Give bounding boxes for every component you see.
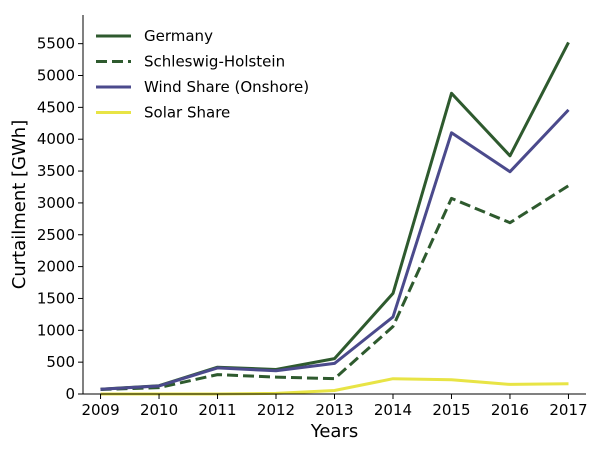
y-tick-label: 2500 bbox=[37, 226, 75, 244]
x-tick-label: 2012 bbox=[257, 401, 295, 419]
x-tick-label: 2014 bbox=[374, 401, 412, 419]
y-tick-label: 4500 bbox=[37, 98, 75, 116]
y-tick-label: 3000 bbox=[37, 194, 75, 212]
y-tick-label: 5000 bbox=[37, 67, 75, 85]
y-tick-label: 2000 bbox=[37, 258, 75, 276]
x-tick-label: 2009 bbox=[81, 401, 119, 419]
x-tick-label: 2017 bbox=[549, 401, 587, 419]
x-tick-label: 2016 bbox=[491, 401, 529, 419]
y-axis-title: Curtailment [GWh] bbox=[9, 120, 30, 289]
y-tick-label: 0 bbox=[65, 385, 75, 403]
legend-label-3: Solar Share bbox=[144, 104, 230, 122]
series-line-1 bbox=[100, 184, 570, 391]
series-line-2 bbox=[100, 108, 570, 391]
x-tick-label: 2015 bbox=[432, 401, 470, 419]
legend: Germany Schleswig-Holstein Wind Share (Ons… bbox=[96, 27, 309, 122]
x-tick-label: 2013 bbox=[315, 401, 353, 419]
y-tick-label: 5500 bbox=[37, 35, 75, 53]
y-tick-label: 4000 bbox=[37, 130, 75, 148]
x-tick-label: 2011 bbox=[198, 401, 236, 419]
legend-label-0: Germany bbox=[144, 27, 213, 45]
x-axis-title: Years bbox=[310, 421, 359, 442]
legend-label-2: Wind Share (Onshore) bbox=[144, 78, 309, 96]
y-tick-label: 500 bbox=[46, 353, 75, 371]
y-tick-label: 1000 bbox=[37, 321, 75, 339]
x-tick-label: 2010 bbox=[140, 401, 178, 419]
legend-label-1: Schleswig-Holstein bbox=[144, 53, 285, 71]
y-tick-label: 1500 bbox=[37, 289, 75, 307]
axes: 0 500 1000 1500 2000 2500 3000 3500 4000 4500 5000… bbox=[37, 15, 588, 419]
y-tick-label: 3500 bbox=[37, 162, 75, 180]
